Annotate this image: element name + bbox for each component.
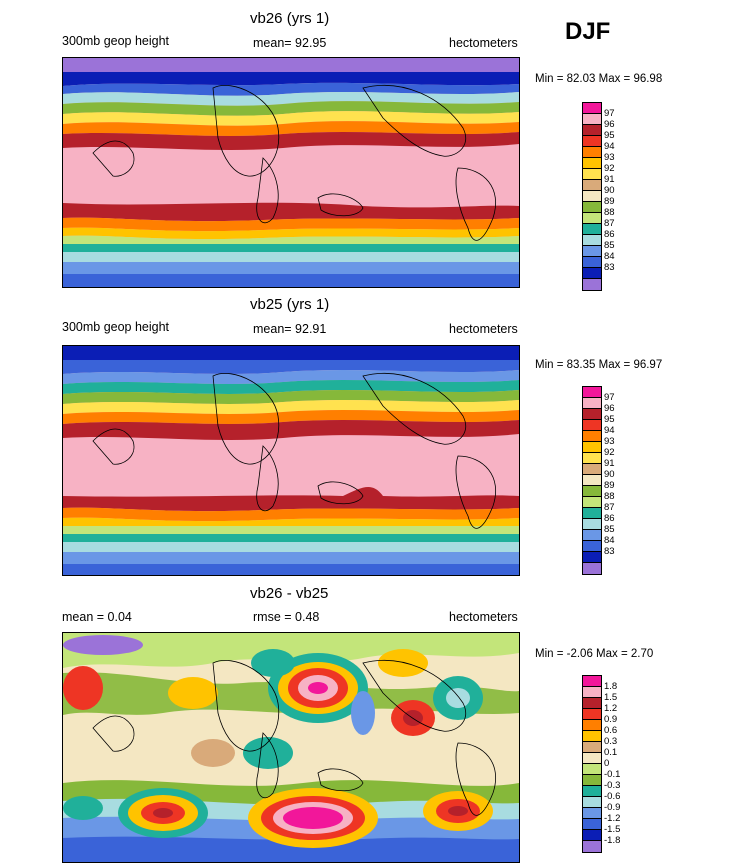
colorbar-label: 97 (604, 108, 615, 119)
colorbar-label: 1.2 (604, 703, 618, 714)
panel1-mean: mean= 92.95 (253, 36, 327, 50)
colorbar-label: 90 (604, 185, 615, 196)
panel2-units: hectometers (449, 322, 518, 336)
colorbar-label: 94 (604, 141, 615, 152)
panel3-map (62, 632, 520, 863)
colorbar-label: 87 (604, 218, 615, 229)
panel1-contour-field (63, 58, 519, 287)
panel1-minmax: Min = 82.03 Max = 96.98 (535, 73, 663, 85)
colorbar-label: 94 (604, 425, 615, 436)
colorbar-label: -0.3 (604, 780, 621, 791)
colorbar-label: 92 (604, 163, 615, 174)
colorbar-label: 93 (604, 436, 615, 447)
panel2-map (62, 345, 520, 576)
colorbar-label: 88 (604, 207, 615, 218)
panel3-title: vb26 - vb25 (250, 585, 329, 602)
colorbar-label: 0.1 (604, 747, 618, 758)
colorbar-label: 93 (604, 152, 615, 163)
panel3-mean: mean = 0.04 (62, 610, 132, 624)
colorbar-label: 0.9 (604, 714, 618, 725)
panel3-colorbar (582, 675, 602, 853)
colorbar-label: 1.5 (604, 692, 618, 703)
panel2-minmax: Min = 83.35 Max = 96.97 (535, 359, 663, 371)
colorbar-label: 87 (604, 502, 615, 513)
panel2-contour-field (63, 346, 519, 575)
panel1-variable: 300mb geop height (62, 34, 170, 48)
colorbar-label: -1.2 (604, 813, 621, 824)
colorbar-label: 0.3 (604, 736, 618, 747)
panel1-colorbar (582, 102, 602, 291)
panel2-colorbar (582, 386, 602, 575)
colorbar-label: 97 (604, 392, 615, 403)
panel3-minmax: Min = -2.06 Max = 2.70 (535, 648, 654, 660)
colorbar-label: -0.1 (604, 769, 621, 780)
panel2-mean: mean= 92.91 (253, 322, 327, 336)
colorbar-label: 0 (604, 758, 610, 769)
colorbar-label: -1.8 (604, 835, 621, 846)
colorbar-label: 85 (604, 524, 615, 535)
colorbar-label: 96 (604, 119, 615, 130)
panel2-variable: 300mb geop height (62, 320, 170, 334)
colorbar-label: 0.6 (604, 725, 618, 736)
panel1-map (62, 57, 520, 288)
panel2-title: vb25 (yrs 1) (250, 296, 330, 313)
colorbar-label: -0.9 (604, 802, 621, 813)
colorbar-label: 96 (604, 403, 615, 414)
colorbar-label: 85 (604, 240, 615, 251)
colorbar-label: 91 (604, 174, 615, 185)
colorbar-label: -1.5 (604, 824, 621, 835)
colorbar-label: 1.8 (604, 681, 618, 692)
colorbar-label: 86 (604, 513, 615, 524)
colorbar-label: 89 (604, 196, 615, 207)
colorbar-label: 83 (604, 546, 615, 557)
panel3-units: hectometers (449, 610, 518, 624)
colorbar-label: 84 (604, 535, 615, 546)
colorbar-label: 84 (604, 251, 615, 262)
panel1-units: hectometers (449, 36, 518, 50)
season-label: DJF (565, 18, 611, 45)
panel1-title: vb26 (yrs 1) (250, 10, 330, 27)
colorbar-label: 90 (604, 469, 615, 480)
colorbar-label: 95 (604, 130, 615, 141)
colorbar-label: 92 (604, 447, 615, 458)
colorbar-label: 95 (604, 414, 615, 425)
colorbar-label: 86 (604, 229, 615, 240)
colorbar-label: 83 (604, 262, 615, 273)
colorbar-label: 89 (604, 480, 615, 491)
colorbar-label: 91 (604, 458, 615, 469)
panel3-contour-field (63, 633, 519, 862)
colorbar-label: -0.6 (604, 791, 621, 802)
panel3-rmse: rmse = 0.48 (253, 610, 320, 624)
colorbar-label: 88 (604, 491, 615, 502)
